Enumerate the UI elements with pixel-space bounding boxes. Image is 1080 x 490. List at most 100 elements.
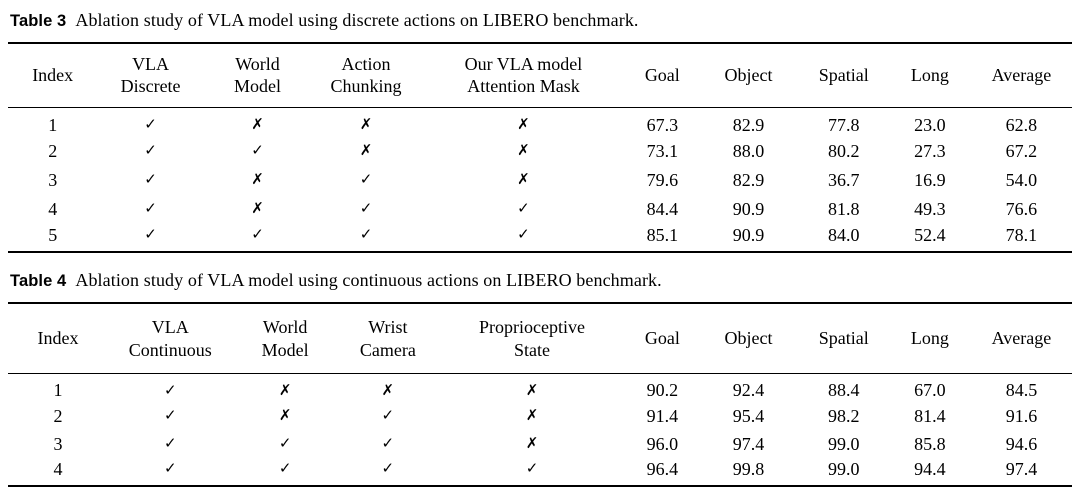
t4-col-header-goal: Goal: [644, 328, 680, 349]
check-icon: ✓: [517, 199, 530, 218]
check-icon: ✓: [144, 199, 157, 218]
t4-col-header-average: Average: [991, 328, 1052, 349]
table3-caption-text: Ablation study of VLA model using discre…: [75, 10, 639, 30]
score-cell: 73.1: [646, 140, 679, 161]
header-line: Camera: [359, 339, 416, 360]
score-cell: 77.8: [827, 114, 860, 135]
header-line: Proprioceptive: [479, 317, 585, 338]
table-row: 5 ✓ ✓ ✓ ✓ 85.1 90.9 84.0 52.4 78.1: [8, 223, 1072, 252]
header-line: Action: [341, 53, 391, 74]
t4-col-header-object: Object: [724, 328, 773, 349]
score-cell: 67.2: [1005, 140, 1038, 161]
check-icon: ✓: [359, 170, 373, 189]
cross-icon: ✗: [359, 141, 373, 160]
score-cell: 82.9: [732, 169, 765, 190]
table3-ablation-table: Index VLA Discrete World Model Action Ch…: [8, 41, 1072, 254]
t3-col-header-long: Long: [910, 65, 949, 86]
score-cell: 97.4: [1005, 458, 1038, 479]
score-cell: 88.0: [732, 140, 765, 161]
header-line: Model: [233, 76, 281, 97]
header-line: Continuous: [128, 339, 212, 360]
header-line: Discrete: [120, 76, 181, 97]
header-line: Attention Mask: [467, 76, 580, 97]
check-icon: ✓: [359, 199, 373, 218]
check-icon: ✓: [163, 459, 177, 478]
table4-header-row: Index VLA Continuous World Model Wrist C…: [8, 303, 1072, 374]
cross-icon: ✗: [278, 380, 292, 399]
score-cell: 79.6: [646, 169, 679, 190]
score-cell: 78.1: [1005, 224, 1038, 245]
header-line: VLA: [151, 317, 189, 338]
score-cell: 90.9: [732, 224, 765, 245]
score-cell: 98.2: [827, 405, 860, 426]
check-icon: ✓: [278, 459, 292, 478]
table3-header-row: Index VLA Discrete World Model Action Ch…: [8, 43, 1072, 108]
score-cell: 94.6: [1005, 433, 1038, 454]
cross-icon: ✗: [381, 380, 395, 399]
header-line: Model: [261, 339, 309, 360]
score-cell: 91.6: [1005, 405, 1038, 426]
index-cell: 1: [53, 380, 63, 401]
cross-icon: ✗: [517, 115, 530, 134]
cross-icon: ✗: [525, 434, 539, 453]
score-cell: 99.8: [732, 458, 765, 479]
table-row: 3 ✓ ✗ ✓ ✗ 79.6 82.9 36.7 16.9 54.0: [8, 165, 1072, 194]
index-cell: 4: [48, 198, 58, 219]
table-row: 2 ✓ ✗ ✓ ✗ 91.4 95.4 98.2 81.4 91.6: [8, 402, 1072, 430]
score-cell: 91.4: [646, 405, 679, 426]
score-cell: 36.7: [827, 169, 860, 190]
check-icon: ✓: [381, 434, 395, 453]
cross-icon: ✗: [525, 380, 539, 399]
check-icon: ✓: [381, 406, 395, 425]
check-icon: ✓: [278, 434, 292, 453]
cross-icon: ✗: [517, 170, 530, 189]
table-row: 1 ✓ ✗ ✗ ✗ 90.2 92.4 88.4 67.0 84.5: [8, 374, 1072, 402]
table-row: 3 ✓ ✓ ✓ ✗ 96.0 97.4 99.0 85.8 94.6: [8, 430, 1072, 458]
table-row: 1 ✓ ✗ ✗ ✗ 67.3 82.9 77.8 23.0 62.8: [8, 107, 1072, 136]
t3-col-header-average: Average: [991, 65, 1052, 86]
index-cell: 5: [48, 224, 58, 245]
score-cell: 67.0: [914, 380, 946, 401]
score-cell: 76.6: [1005, 198, 1038, 219]
score-cell: 94.4: [914, 458, 946, 479]
index-cell: 4: [53, 458, 63, 479]
index-cell: 3: [53, 433, 63, 454]
check-icon: ✓: [163, 380, 177, 399]
check-icon: ✓: [359, 225, 373, 244]
check-icon: ✓: [144, 141, 157, 160]
cross-icon: ✗: [251, 115, 264, 134]
score-cell: 16.9: [914, 169, 946, 190]
score-cell: 90.9: [732, 198, 765, 219]
t3-col-header-spatial: Spatial: [818, 65, 869, 86]
cross-icon: ✗: [517, 141, 530, 160]
check-icon: ✓: [144, 225, 157, 244]
header-line: State: [514, 339, 550, 360]
score-cell: 99.0: [827, 433, 860, 454]
table-row: 2 ✓ ✓ ✗ ✗ 73.1 88.0 80.2 27.3 67.2: [8, 136, 1072, 165]
table4-caption: Table 4 Ablation study of VLA model using…: [10, 270, 1072, 292]
score-cell: 84.0: [827, 224, 860, 245]
t3-col-header-index: Index: [32, 65, 74, 86]
t4-col-header-wrist-camera: Wrist Camera: [338, 303, 438, 374]
header-line: VLA: [132, 53, 170, 74]
table-row: 4 ✓ ✓ ✓ ✓ 96.4 99.8 99.0 94.4 97.4: [8, 458, 1072, 486]
t3-col-header-attention-mask: Our VLA model Attention Mask: [421, 43, 626, 108]
t4-col-header-world-model: World Model: [233, 303, 338, 374]
header-line: Wrist: [368, 317, 408, 338]
check-icon: ✓: [163, 434, 177, 453]
header-line: Our VLA model: [464, 53, 583, 74]
score-cell: 95.4: [732, 405, 765, 426]
cross-icon: ✗: [251, 199, 264, 218]
score-cell: 80.2: [827, 140, 860, 161]
table3-caption-label: Table 3: [10, 12, 67, 30]
t4-col-header-index: Index: [37, 328, 79, 349]
cross-icon: ✗: [251, 170, 264, 189]
check-icon: ✓: [251, 141, 264, 160]
check-icon: ✓: [517, 225, 530, 244]
check-icon: ✓: [381, 459, 395, 478]
t4-col-header-spatial: Spatial: [818, 328, 869, 349]
t3-col-header-action-chunking: Action Chunking: [311, 43, 421, 108]
check-icon: ✓: [251, 225, 264, 244]
table4-caption-label: Table 4: [10, 272, 67, 291]
t4-col-header-long: Long: [910, 328, 949, 349]
